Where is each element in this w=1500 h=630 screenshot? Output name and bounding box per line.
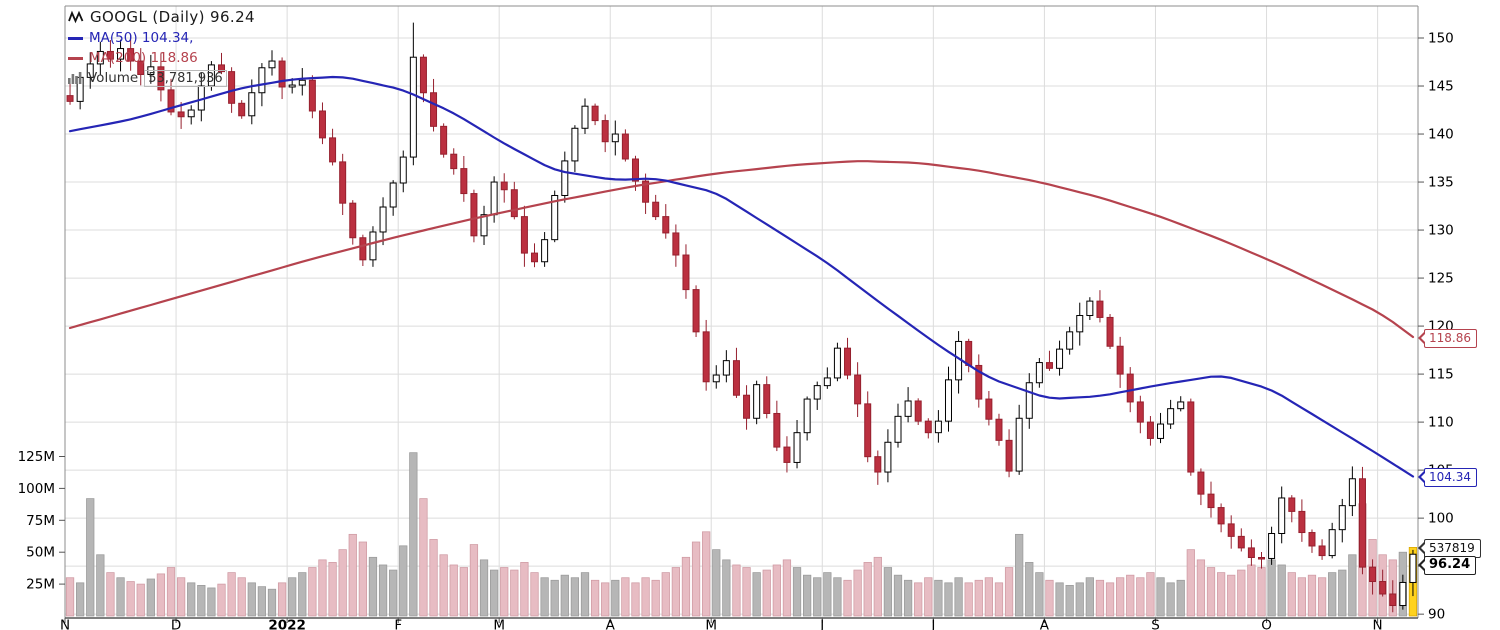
- price-axis-label: 130: [1428, 223, 1454, 239]
- ma200-line-swatch: [68, 56, 83, 60]
- ma50-legend-label: MA(50) 104.34,: [89, 30, 194, 46]
- month-axis-label: 2022: [268, 618, 306, 630]
- volume-axis-label: 25M: [26, 577, 55, 593]
- value-tag-ma200: 118.86: [1424, 328, 1477, 348]
- month-axis-label: A: [606, 618, 616, 630]
- volume-axis-label: 125M: [18, 449, 55, 465]
- ma200-line: [68, 160, 1415, 339]
- price-axis-label: 90: [1428, 607, 1445, 623]
- month-axis-label: A: [1040, 618, 1050, 630]
- month-axis-label: N: [1373, 618, 1383, 630]
- legend-ma200-row: MA(200) 118.86: [68, 48, 255, 68]
- price-axis-label: 140: [1428, 127, 1454, 143]
- month-axis-label: M: [493, 618, 505, 630]
- legend-volume-row: Volume 53,781,936: [68, 68, 255, 88]
- volume-axis-label: 50M: [26, 545, 55, 561]
- ma50-line-swatch: [68, 36, 83, 40]
- stockcharts-logo-icon: [68, 10, 84, 24]
- price-axis-label: 150: [1428, 31, 1454, 47]
- plot-frame: [59, 5, 1424, 623]
- volume-legend-value: 53,781,936: [144, 69, 227, 87]
- month-axis-label: F: [394, 618, 402, 630]
- month-axis-label: O: [1261, 618, 1272, 630]
- volume-bars: [65, 452, 1418, 617]
- value-tag-volume: 537819: [1424, 538, 1481, 558]
- month-axis-label: D: [171, 618, 181, 630]
- volume-axis-label: 75M: [26, 513, 55, 529]
- volume-legend-word: Volume: [88, 70, 139, 86]
- month-axis-label: S: [1151, 618, 1160, 630]
- value-tag-last-price: 96.24: [1424, 555, 1477, 575]
- volume-bars-icon: [68, 72, 82, 84]
- chart-legend: GOOGL (Daily) 96.24 MA(50) 104.34, MA(20…: [68, 6, 255, 88]
- ma200-legend-label: MA(200) 118.86: [89, 50, 198, 66]
- month-axis-label: J: [930, 618, 935, 630]
- volume-axis-label: 100M: [18, 481, 55, 497]
- candlesticks: [66, 22, 1417, 613]
- legend-ma50-row: MA(50) 104.34,: [68, 28, 255, 48]
- price-axis-label: 115: [1428, 367, 1454, 383]
- price-axis-label: 145: [1428, 79, 1454, 95]
- price-axis-label: 100: [1428, 511, 1454, 527]
- price-axis-label: 135: [1428, 175, 1454, 191]
- grid: [64, 6, 1418, 618]
- legend-title-row: GOOGL (Daily) 96.24: [68, 6, 255, 28]
- chart-title: GOOGL (Daily) 96.24: [90, 8, 255, 26]
- month-axis-label: N: [60, 618, 70, 630]
- month-axis-label: J: [819, 618, 824, 630]
- price-axis-label: 110: [1428, 415, 1454, 431]
- value-tag-ma50: 104.34: [1424, 467, 1477, 487]
- month-axis-label: M: [705, 618, 717, 630]
- ma50-line: [68, 75, 1415, 478]
- price-axis-label: 125: [1428, 271, 1454, 287]
